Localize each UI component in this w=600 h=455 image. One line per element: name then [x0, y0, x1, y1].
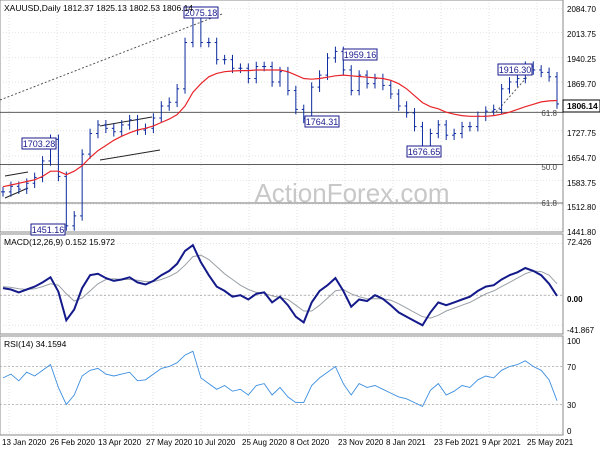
price-ytick-label: 1940.25 — [567, 55, 596, 64]
swing-label-box — [21, 137, 57, 150]
macd-ytick-label: -41.867 — [567, 326, 595, 335]
macd-ytick-label: 0.00 — [567, 295, 583, 304]
swing-label-text: 1703.28 — [23, 139, 56, 149]
macd-y-axis: 72.426 0.00 -41.867 — [567, 238, 595, 335]
rsi-y-axis: 100 70 30 0 — [567, 337, 581, 436]
fib-level-layer — [0, 111, 563, 405]
rsi-panel-title: RSI(14) 34.1594 — [4, 339, 67, 349]
price-ytick-label: 1583.75 — [567, 179, 596, 188]
price-ytick-label: 1654.70 — [567, 154, 596, 163]
rsi-ytick-label: 70 — [567, 363, 576, 372]
price-ytick-label: 1869.70 — [567, 80, 596, 89]
x-tick-label: 8 Jan 2021 — [386, 438, 426, 447]
x-tick-label: 13 Apr 2020 — [98, 438, 142, 447]
rsi-ytick-label: 0 — [567, 427, 572, 436]
swing-label-1451: 1451.16 — [30, 223, 66, 236]
price-y-axis: 2084.70 2013.75 1940.25 1869.70 1727.75 … — [567, 5, 596, 237]
swing-label-box — [342, 48, 378, 61]
price-ytick-label: 1727.75 — [567, 129, 596, 138]
x-tick-label: 8 Oct 2020 — [290, 438, 330, 447]
watermark-text: ActionForex.com — [254, 178, 449, 208]
channel-upper-line-b — [99, 116, 153, 127]
x-tick-label: 9 Apr 2021 — [482, 438, 521, 447]
swing-label-1676: 1676.65 — [406, 145, 442, 158]
price-ytick-label: 1512.80 — [567, 203, 596, 212]
rsi-line — [2, 350, 558, 407]
macd-panel-title: MACD(12,26,9) 0.152 15.972 — [4, 237, 115, 247]
swing-label-box — [183, 6, 219, 19]
price-ytick-label: 1441.80 — [567, 228, 596, 237]
swing-label-2075: 2075.18 — [183, 6, 219, 19]
rsi-panel-frame — [0, 335, 564, 436]
price-ytick-label: 2013.75 — [567, 30, 596, 39]
x-tick-label: 27 May 2020 — [146, 438, 193, 447]
swing-label-1764: 1764.31 — [304, 115, 340, 128]
last-price-box — [562, 99, 600, 113]
x-tick-label: 10 Jul 2020 — [194, 438, 236, 447]
swing-label-1959: 1959.16 — [342, 48, 378, 61]
price-ytick-label: 2084.70 — [567, 5, 596, 14]
swing-label-text: 1764.31 — [306, 117, 339, 127]
channel-upper-line-a — [4, 171, 29, 177]
fib-label-50-0: 50.0 — [541, 163, 557, 172]
swing-label-text: 1959.16 — [344, 50, 377, 60]
fib-label-61-8-lower: 61.8 — [541, 199, 557, 208]
moving-average-line — [2, 69, 558, 188]
price-panel-title: XAUUSD,Daily 1812.37 1825.13 1802.53 180… — [4, 3, 193, 13]
x-tick-label: 26 Feb 2020 — [50, 438, 95, 447]
channel-lower-line-b — [99, 149, 161, 161]
swing-label-box — [30, 223, 66, 236]
x-tick-label: 23 Nov 2020 — [338, 438, 384, 447]
swing-label-1916: 1916.30 — [497, 63, 533, 76]
x-tick-label: 23 Feb 2021 — [434, 438, 479, 447]
last-price-value: 1806.14 — [567, 101, 598, 111]
rsi-ytick-label: 30 — [567, 401, 576, 410]
rsi-ytick-label: 100 — [567, 337, 581, 346]
x-tick-label: 25 May 2021 — [527, 438, 574, 447]
x-axis: 13 Jan 2020 26 Feb 2020 13 Apr 2020 27 M… — [2, 438, 574, 447]
channel-lower-line-a — [4, 187, 29, 199]
x-tick-label: 13 Jan 2020 — [2, 438, 47, 447]
swing-label-text: 1916.30 — [499, 65, 532, 75]
swing-label-text: 1676.65 — [408, 147, 441, 157]
last-price-tag: 1806.14 — [562, 99, 600, 113]
macd-ytick-label: 72.426 — [567, 238, 592, 247]
swing-label-box — [304, 115, 340, 128]
macd-line — [2, 243, 558, 327]
fib-label-61-8-upper: 61.8 — [541, 109, 557, 118]
x-tick-label: 25 Aug 2020 — [242, 438, 287, 447]
swing-label-text: 2075.18 — [185, 8, 218, 18]
macd-panel-frame — [0, 233, 564, 335]
swing-label-text: 1451.16 — [32, 225, 65, 235]
swing-label-box — [406, 145, 442, 158]
swing-label-1703: 1703.28 — [21, 137, 57, 150]
series-layer — [1, 6, 559, 407]
swing-label-box — [497, 63, 533, 76]
